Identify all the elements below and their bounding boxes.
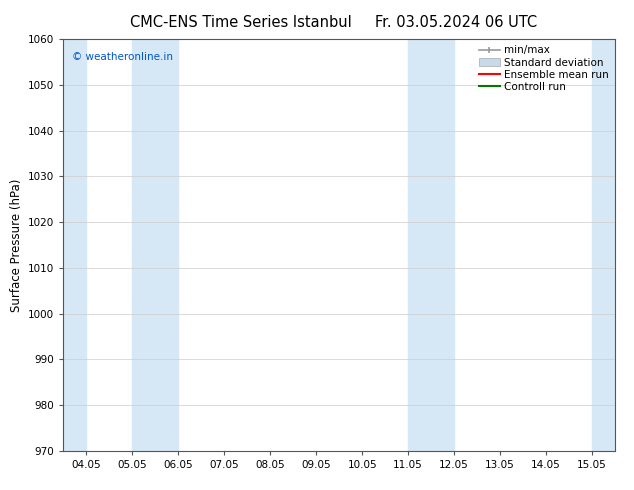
Text: © weatheronline.in: © weatheronline.in	[72, 51, 172, 62]
Legend: min/max, Standard deviation, Ensemble mean run, Controll run: min/max, Standard deviation, Ensemble me…	[476, 42, 612, 95]
Y-axis label: Surface Pressure (hPa): Surface Pressure (hPa)	[10, 178, 23, 312]
Text: CMC-ENS Time Series Istanbul: CMC-ENS Time Series Istanbul	[130, 15, 352, 30]
Text: Fr. 03.05.2024 06 UTC: Fr. 03.05.2024 06 UTC	[375, 15, 538, 30]
Bar	[63, 39, 86, 451]
Bar	[408, 39, 454, 451]
Bar	[133, 39, 178, 451]
Bar	[592, 39, 615, 451]
